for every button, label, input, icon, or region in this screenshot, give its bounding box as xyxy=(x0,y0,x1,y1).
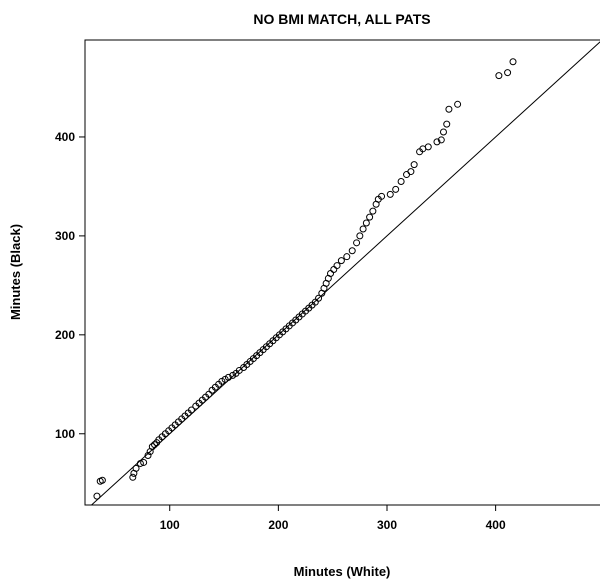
data-point xyxy=(93,492,101,500)
data-point xyxy=(454,100,462,108)
data-point xyxy=(443,120,451,128)
data-point xyxy=(439,128,447,136)
data-point xyxy=(397,177,405,185)
data-point xyxy=(410,161,418,169)
data-point xyxy=(98,476,106,484)
data-point xyxy=(359,225,367,233)
data-point xyxy=(386,190,394,198)
data-point xyxy=(369,207,377,215)
data-point xyxy=(504,69,512,77)
y-tick-label: 400 xyxy=(55,130,75,144)
data-point xyxy=(392,185,400,193)
x-axis-label: Minutes (White) xyxy=(294,564,391,579)
data-point xyxy=(330,266,338,274)
data-point xyxy=(509,58,517,66)
data-point xyxy=(366,213,374,221)
data-point xyxy=(407,168,415,176)
chart-title: NO BMI MATCH, ALL PATS xyxy=(253,11,430,27)
axis-ticks-layer: 100 200 300 400 100 200 300 400 xyxy=(55,130,506,532)
data-point xyxy=(437,136,445,144)
y-tick-label: 200 xyxy=(55,328,75,342)
data-point xyxy=(333,262,341,270)
data-point xyxy=(356,232,364,240)
x-tick-label: 100 xyxy=(160,518,180,532)
y-tick-label: 100 xyxy=(55,427,75,441)
data-point xyxy=(136,459,144,467)
points-layer xyxy=(93,58,517,500)
y-tick-label: 300 xyxy=(55,229,75,243)
data-point xyxy=(140,458,148,466)
data-point xyxy=(343,253,351,261)
data-point xyxy=(353,239,361,247)
data-point xyxy=(224,373,232,381)
data-point xyxy=(148,443,156,451)
data-point xyxy=(495,72,503,80)
data-point xyxy=(378,192,386,200)
x-tick-label: 200 xyxy=(268,518,288,532)
data-point xyxy=(327,269,335,277)
data-point xyxy=(337,257,345,265)
data-point xyxy=(433,138,441,146)
data-point xyxy=(151,441,159,449)
x-tick-label: 400 xyxy=(486,518,506,532)
data-point xyxy=(424,143,432,151)
plot-frame xyxy=(84,39,600,506)
data-point xyxy=(348,247,356,255)
y-axis-label: Minutes (Black) xyxy=(8,224,23,320)
data-point xyxy=(132,464,140,472)
data-point xyxy=(129,473,137,481)
x-tick-label: 300 xyxy=(377,518,397,532)
data-point xyxy=(315,294,323,302)
data-point xyxy=(403,171,411,179)
data-point xyxy=(445,105,453,113)
data-point xyxy=(362,219,370,227)
data-point xyxy=(144,452,152,460)
data-point xyxy=(187,406,195,414)
